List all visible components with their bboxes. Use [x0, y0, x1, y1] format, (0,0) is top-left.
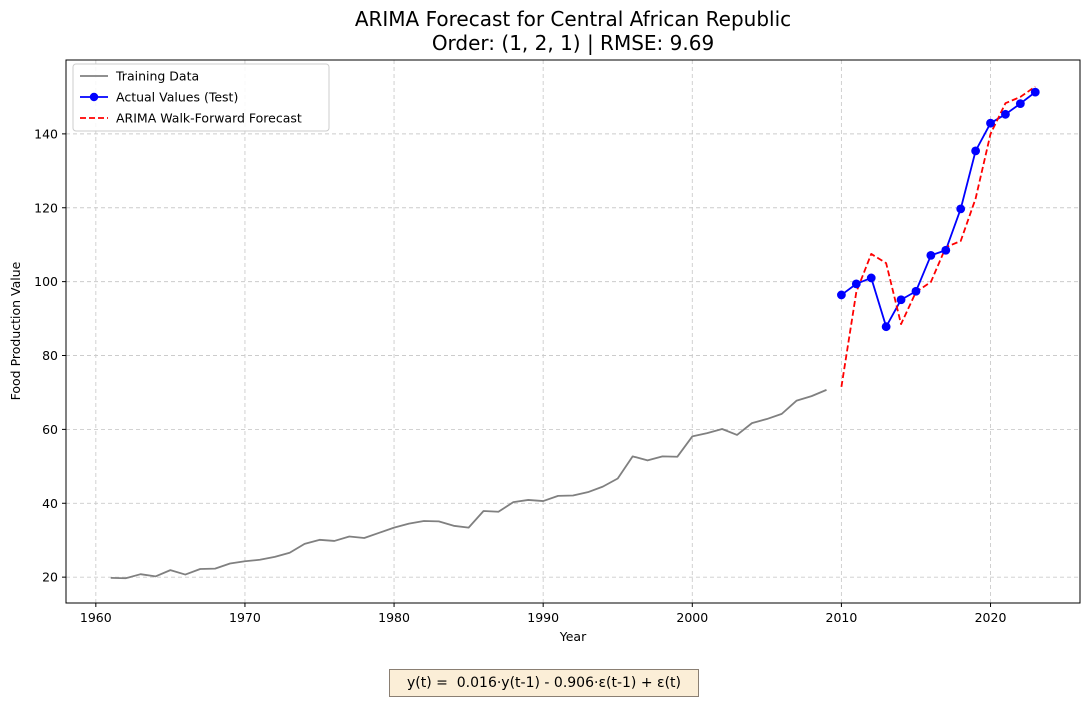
actual-data-point [896, 295, 906, 305]
actual-data-point [956, 204, 966, 214]
actual-data-point [1015, 99, 1025, 108]
grid-lines [66, 60, 1080, 603]
series-line-training [110, 389, 827, 580]
actual-data-point [1030, 87, 1040, 97]
actual-data-point [866, 273, 876, 283]
actual-data-point [837, 290, 846, 300]
y-tick-label: 100 [34, 274, 58, 289]
actual-data-point [926, 251, 936, 260]
chart-title: ARIMA Forecast for Central African Repub… [355, 7, 791, 31]
legend-label-actual: Actual Values (Test) [116, 90, 238, 105]
actual-data-point [881, 322, 891, 332]
y-tick-label: 120 [34, 200, 58, 215]
y-tick-label: 20 [42, 570, 58, 585]
x-axis-label: Year [559, 629, 587, 644]
plot-frame [65, 59, 1081, 604]
chart-subtitle: Order: (1, 2, 1) | RMSE: 9.69 [432, 31, 714, 55]
y-tick-label: 60 [42, 422, 58, 437]
x-tick-label: 2010 [826, 610, 858, 625]
model-equation: y(t) = 0.016·y(t-1) - 0.906·ε(t-1) + ε(t… [389, 669, 699, 697]
actual-data-point [851, 279, 861, 289]
legend-box [72, 63, 330, 132]
x-tick-label: 1970 [229, 610, 261, 625]
legend: Training Data Actual Values (Test) ARIMA… [72, 63, 330, 132]
actual-data-point [986, 118, 995, 128]
actual-data-point [911, 286, 921, 296]
legend-label-training: Training Data [115, 69, 199, 84]
x-axis-ticks: 1960 1970 1980 1990 2000 2010 2020 [80, 603, 1007, 625]
legend-label-forecast: ARIMA Walk-Forward Forecast [116, 111, 302, 126]
actual-data-point [1001, 109, 1010, 119]
x-tick-label: 1980 [378, 610, 410, 625]
x-tick-label: 2000 [676, 610, 708, 625]
x-tick-label: 1990 [527, 610, 559, 625]
x-tick-label: 1960 [80, 610, 112, 625]
series-layer [110, 85, 1040, 580]
x-tick-label: 2020 [975, 610, 1007, 625]
y-tick-label: 140 [34, 126, 58, 141]
series-line-actual [840, 91, 1036, 328]
y-axis-label: Food Production Value [8, 261, 23, 400]
series-line-forecast [840, 85, 1036, 388]
y-tick-label: 80 [42, 348, 58, 363]
y-axis-ticks: 20 40 60 80 100 120 140 [34, 126, 66, 585]
y-tick-label: 40 [42, 496, 58, 511]
actual-data-point [941, 245, 951, 255]
legend-marker-actual [89, 92, 99, 102]
actual-data-point [971, 146, 981, 156]
